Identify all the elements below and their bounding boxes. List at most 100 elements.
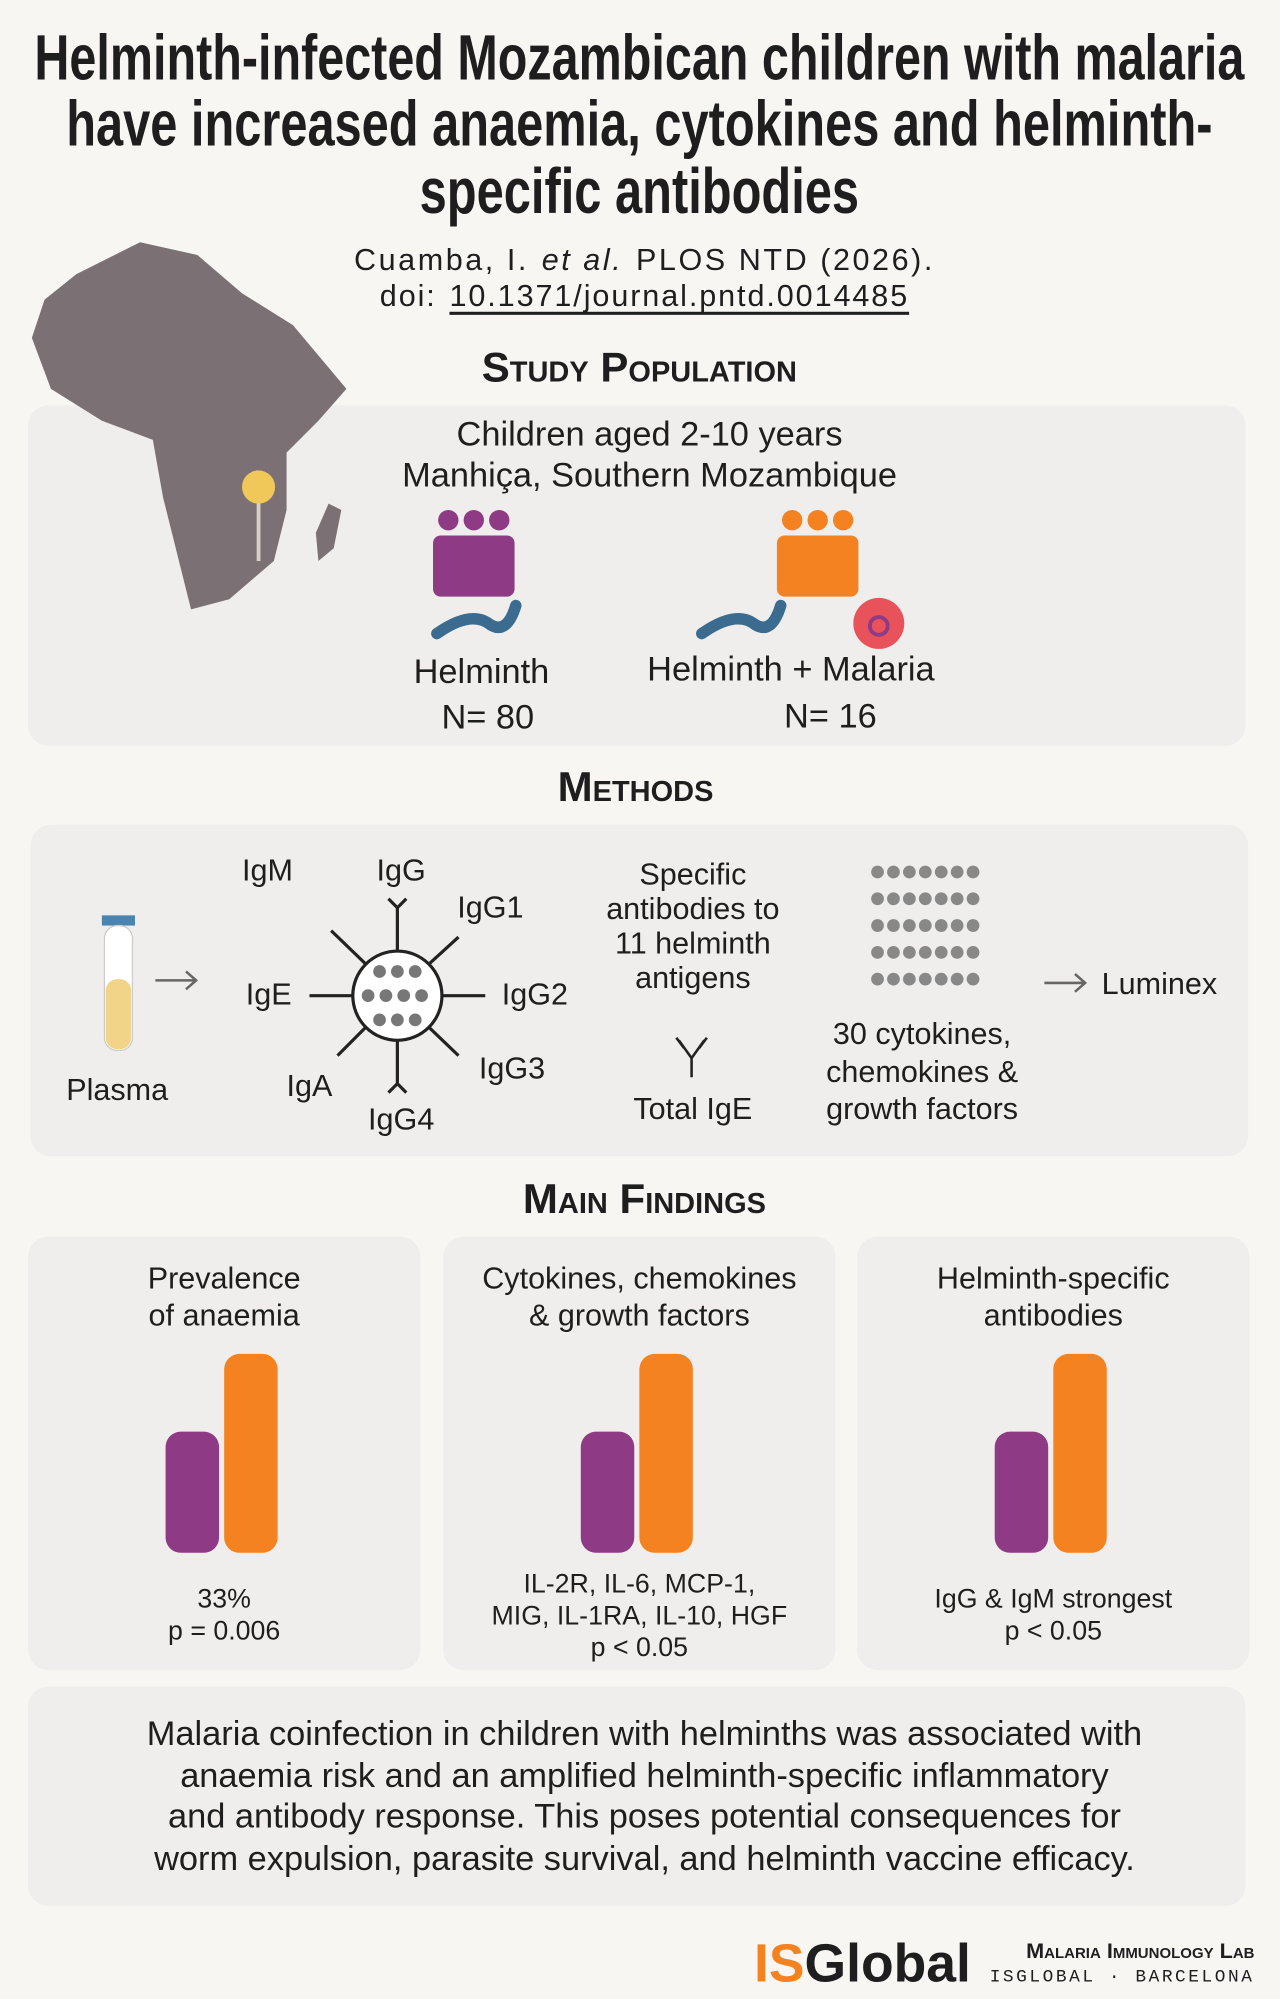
bead-dot — [887, 892, 900, 906]
decoration-circle — [438, 509, 459, 531]
decoration-circle — [379, 989, 393, 1003]
citation-etal: et al. — [542, 243, 624, 277]
decoration-path — [31, 242, 347, 610]
decoration-rect — [776, 535, 859, 597]
decoration-circle — [832, 509, 854, 531]
platform-label: Luminex — [1102, 967, 1218, 1001]
title-line: have increased anaemia, cytokines and he… — [66, 88, 1212, 160]
citation-authors: Cuamba, I. — [354, 243, 529, 277]
card-note-line: IgG & IgM strongest — [934, 1584, 1172, 1614]
antibody-label: IgG4 — [368, 1102, 434, 1136]
citation-journal: PLOS NTD (2026). — [636, 243, 935, 277]
bead-dot — [966, 865, 980, 879]
bead-dot — [903, 865, 916, 879]
bead-dot — [903, 972, 916, 986]
bead-dot — [887, 972, 900, 986]
bead-dot — [871, 945, 884, 959]
bead-dot — [903, 892, 916, 906]
bead-dot — [934, 919, 948, 932]
bead-dot — [903, 945, 916, 959]
decoration-rect — [28, 405, 1246, 746]
conclusion-line: and antibody response. This poses potent… — [168, 1798, 1121, 1836]
antibody-label: IgE — [246, 977, 292, 1011]
conclusion-line: Malaria coinfection in children with hel… — [147, 1715, 1142, 1753]
cytokine-line: growth factors — [826, 1092, 1018, 1126]
card-title-line: & growth factors — [529, 1299, 750, 1333]
decoration-circle — [373, 965, 386, 978]
illustrative-bar — [639, 1353, 693, 1553]
card-note-line: p < 0.05 — [1005, 1616, 1102, 1646]
decoration-circle — [489, 509, 510, 531]
icon-group — [871, 865, 980, 986]
card-title-line: antibodies — [984, 1299, 1123, 1333]
bead-dot — [871, 892, 884, 906]
group-n: N= 16 — [784, 697, 877, 735]
conclusion-line: worm expulsion, parasite survival, and h… — [153, 1840, 1135, 1878]
lab-place: ISGLOBAL · BARCELONA — [990, 1967, 1255, 1987]
card-note-line: IL-2R, IL-6, MCP-1, — [523, 1568, 755, 1598]
decoration-circle — [408, 965, 422, 978]
group-label: Helminth + Malaria — [647, 650, 935, 688]
doi-label: doi: — [380, 279, 437, 313]
decoration-rect — [101, 915, 136, 926]
bead-dot — [918, 919, 932, 932]
bead-dot — [934, 972, 948, 986]
section-heading: Study Population — [482, 344, 797, 391]
card-title-line: Prevalence — [148, 1262, 301, 1296]
bead-dot — [871, 865, 884, 879]
decoration-rect — [105, 979, 132, 1050]
card-note-line: p = 0.006 — [168, 1616, 280, 1646]
specific-line: antibodies to — [606, 892, 779, 926]
doi-link[interactable]: 10.1371/journal.pntd.0014485 — [449, 279, 909, 313]
bead-dot — [887, 945, 900, 959]
decoration-path — [155, 970, 199, 991]
title-line: Helminth-infected Mozambican children wi… — [34, 21, 1244, 93]
decoration-circle — [782, 509, 803, 531]
decoration-circle — [415, 989, 428, 1003]
cytokine-line: 30 cytokines, — [833, 1017, 1011, 1051]
bead-dot — [934, 945, 948, 959]
sample-label: Plasma — [66, 1073, 168, 1107]
bead-dot — [950, 919, 964, 932]
decoration-circle — [391, 1013, 404, 1027]
logo: ISGlobal — [754, 1934, 971, 1993]
citation: Cuamba, I. et al. PLOS NTD (2026). — [354, 243, 935, 277]
bead-dot — [918, 865, 932, 879]
specific-line: Specific — [639, 858, 746, 892]
card-note-line: MIG, IL-1RA, IL-10, HGF — [492, 1600, 788, 1630]
bead-dot — [903, 919, 916, 932]
bead-dot — [918, 972, 932, 986]
decoration-circle — [867, 615, 890, 637]
decoration-rect — [30, 824, 1249, 1157]
decoration-path — [309, 897, 486, 1094]
decoration-circle — [391, 965, 404, 978]
doi: doi: 10.1371/journal.pntd.0014485 — [380, 279, 909, 313]
illustrative-bar — [580, 1431, 635, 1553]
total-ige: Total IgE — [633, 1092, 752, 1126]
illustrative-bar — [1053, 1353, 1107, 1553]
bead-dot — [966, 892, 980, 906]
bead-dot — [950, 865, 964, 879]
decoration-circle — [241, 470, 276, 504]
bead-dot — [871, 972, 884, 986]
finding-card — [443, 1236, 836, 1671]
bead-dot — [887, 919, 900, 932]
decoration-path — [1044, 973, 1088, 993]
card-note-line: 33% — [197, 1584, 251, 1614]
section-heading: Main Findings — [523, 1175, 766, 1222]
decoration-rect — [433, 535, 515, 597]
conclusion-line: anaemia risk and an amplified helminth-s… — [180, 1757, 1109, 1795]
population-line: Children aged 2-10 years — [457, 416, 843, 454]
decoration-path — [675, 1036, 708, 1078]
cytokine-line: chemokines & — [826, 1055, 1018, 1089]
specific-line: antigens — [635, 961, 751, 995]
lab-name: Malaria Immunology Lab — [1026, 1938, 1255, 1963]
antibody-label: IgG2 — [502, 977, 568, 1011]
card-note-line: p < 0.05 — [591, 1632, 688, 1662]
antibody-label: IgG3 — [479, 1051, 545, 1085]
bead-dot — [934, 865, 948, 879]
decoration-circle — [853, 597, 905, 649]
decoration-circle — [397, 989, 411, 1003]
